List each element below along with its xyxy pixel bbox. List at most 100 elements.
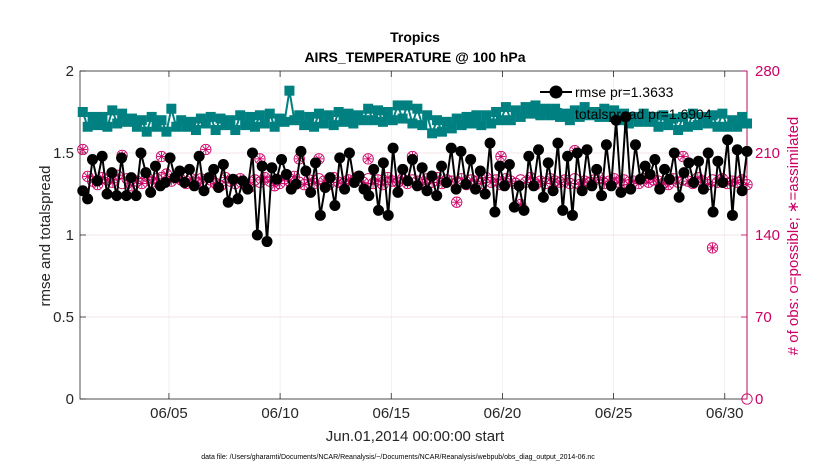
obs-assimilated-point <box>362 153 374 165</box>
rmse-point <box>576 185 588 197</box>
rmse-point <box>145 186 157 198</box>
rmse-point <box>523 150 535 162</box>
totalspread-point <box>722 121 733 132</box>
rmse-point <box>450 183 462 195</box>
legend: rmse pr=1.3633 totalspread pr=1.6904 <box>540 84 712 122</box>
y2-axis-label: # of obs: o=possible; ∗=assimilated <box>785 117 802 356</box>
rmse-point <box>668 147 680 159</box>
totalspread-point <box>742 118 752 129</box>
rmse-point <box>77 185 89 197</box>
rmse-point <box>571 147 583 159</box>
rmse-point <box>707 206 719 218</box>
totalspread-point <box>82 121 93 132</box>
rmse-point <box>625 183 637 195</box>
totalspread-point <box>663 120 674 131</box>
obs-assimilated-stroke <box>158 153 166 161</box>
totalspread-point <box>451 113 462 124</box>
totalspread-point <box>328 120 339 131</box>
totalspread-point <box>146 111 157 122</box>
rmse-point <box>683 157 695 169</box>
totalspread-point <box>338 116 349 127</box>
obs-assimilated-ring <box>706 242 719 254</box>
x-tick-labels: 06/05 06/10 06/15 06/20 06/25 06/30 <box>150 405 743 422</box>
totalspread-point <box>318 118 329 129</box>
totalspread-point <box>225 115 236 126</box>
obs-assimilated-point <box>495 150 507 163</box>
rmse-point <box>276 154 288 166</box>
totalspread-point <box>515 111 526 122</box>
rmse-point <box>596 190 608 202</box>
totalspread-point <box>697 111 708 122</box>
totalspread-point <box>456 120 467 131</box>
totalspread-point <box>407 118 418 129</box>
totalspread-point <box>230 125 241 136</box>
obs-assimilated-point <box>137 178 147 188</box>
obs-assimilated-point <box>200 143 212 156</box>
totalspread-point <box>358 115 369 126</box>
rmse-point <box>697 183 709 195</box>
rmse-point <box>634 173 646 185</box>
totalspread-point <box>692 120 703 131</box>
totalspread-point <box>254 110 265 121</box>
y-tick-label: 0 <box>66 391 74 408</box>
rmse-point <box>135 147 147 159</box>
obs-assimilated-stroke <box>595 174 603 182</box>
x-axis-label: Jun.01,2014 00:00:00 start <box>326 428 505 445</box>
totalspread-point <box>604 111 615 122</box>
totalspread-point <box>535 110 546 121</box>
obs-assimilated-stroke <box>679 153 687 161</box>
chart-title: Tropics <box>390 29 440 45</box>
rmse-point <box>586 180 598 192</box>
rmse-point <box>392 186 404 198</box>
totalspread-point <box>102 121 113 132</box>
y2-tick-label: 0 <box>755 391 763 408</box>
rmse-point <box>183 163 195 175</box>
rmse-point <box>91 175 103 187</box>
rmse-point <box>174 165 186 177</box>
rmse-point <box>339 183 351 195</box>
rmse-point <box>455 145 467 157</box>
rmse-point <box>271 173 283 185</box>
rmse-point <box>445 142 457 154</box>
rmse-point <box>193 150 205 162</box>
totalspread-point <box>471 110 482 121</box>
rmse-point <box>416 162 428 174</box>
totalspread-point <box>264 108 275 119</box>
rmse-point <box>343 147 355 159</box>
rmse-point <box>726 209 738 221</box>
rmse-point <box>295 145 307 157</box>
rmse-point <box>440 177 452 189</box>
totalspread-point <box>387 115 398 126</box>
totalspread-point <box>623 118 634 129</box>
rmse-point <box>373 204 385 216</box>
chart-subtitle: AIRS_TEMPERATURE @ 100 hPa <box>304 49 525 65</box>
rmse-point <box>659 163 671 175</box>
rmse-point <box>198 185 210 197</box>
legend-rmse-label: rmse pr=1.3633 <box>575 84 674 100</box>
obs-assimilated-stroke <box>256 155 264 163</box>
rmse-point <box>731 144 743 156</box>
totalspread-point <box>412 103 423 114</box>
totalspread-point <box>594 111 605 122</box>
rmse-point <box>528 180 540 192</box>
totalspread-point <box>186 116 197 127</box>
totalspread-point <box>112 118 123 129</box>
rmse-point <box>329 199 341 211</box>
rmse-point <box>644 168 656 180</box>
x-tick-label: 06/10 <box>261 405 299 422</box>
y-tick-label: 2 <box>66 63 74 80</box>
rmse-point <box>673 191 685 203</box>
rmse-point <box>106 167 118 179</box>
totalspread-point <box>678 111 689 122</box>
totalspread-point <box>495 115 506 126</box>
totalspread-point <box>599 103 610 114</box>
x-tick-label: 06/05 <box>150 405 188 422</box>
totalspread-point <box>441 116 452 127</box>
y-axis-label: rmse and totalspread <box>37 166 54 307</box>
totalspread-point <box>279 116 290 127</box>
rmse-point <box>261 236 273 248</box>
totalspread-point <box>422 110 433 121</box>
totalspread-point <box>141 126 152 137</box>
totalspread-point <box>190 125 201 136</box>
totalspread-point <box>707 110 718 121</box>
